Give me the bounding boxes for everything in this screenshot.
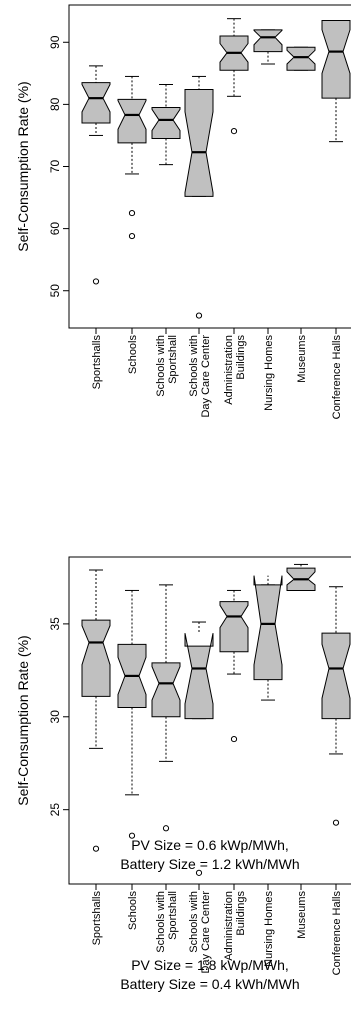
x-tick-label: Day Care Center: [200, 891, 212, 974]
outlier-point: [195, 312, 203, 319]
x-axis: Sportshalls Schools Schools with Sportshall…: [91, 328, 343, 419]
outlier-point: [332, 819, 340, 826]
x-tick-label: Museums: [296, 335, 308, 383]
chart-panel-1: 50 60 70 80 90 Self-Consumption Rate (%) Sport…: [15, 4, 351, 872]
box-body: [184, 633, 214, 720]
box-body: [151, 106, 181, 140]
outlier-point: [92, 278, 100, 285]
y-tick-label: 70: [48, 160, 62, 174]
x-tick-label: Buildings: [235, 891, 247, 936]
box-body: [184, 88, 214, 197]
x-tick-label: Nursing Homes: [263, 335, 275, 411]
x-tick-label: Schools: [127, 891, 139, 931]
x-axis: Sportshalls Schools Schools with Sportshall…: [91, 884, 343, 975]
x-tick-label: Sportshall: [167, 335, 179, 384]
y-axis-label: Self-Consumption Rate (%): [15, 635, 31, 805]
y-tick-label: 25: [48, 803, 62, 817]
x-tick-label: Sportshalls: [91, 891, 103, 946]
x-tick-label: Museums: [296, 891, 308, 939]
x-tick-label: Conference Halls: [331, 891, 343, 976]
outlier-point: [128, 832, 136, 839]
x-tick-label: Administration: [223, 891, 235, 961]
box-body: [81, 82, 111, 124]
box-8: [321, 20, 351, 143]
x-tick-label: Administration: [223, 335, 235, 405]
y-tick-label: 50: [48, 284, 62, 298]
box-3: [151, 584, 181, 832]
y-tick-label: 35: [48, 617, 62, 631]
box-body: [286, 46, 316, 71]
x-tick-label: Sportshalls: [91, 335, 103, 390]
x-tick-label: Schools with: [155, 335, 167, 397]
box-3: [151, 84, 181, 166]
x-tick-label: Buildings: [235, 335, 247, 380]
x-tick-label: Schools: [127, 335, 139, 375]
chart-panel-2: 25 30 35 Self-Consumption Rate (%) Sportshal…: [15, 556, 351, 992]
x-tick-label: Conference Halls: [331, 335, 343, 420]
y-tick-label: 80: [48, 97, 62, 111]
y-tick-label: 30: [48, 710, 62, 724]
box-body: [81, 619, 111, 697]
box-body: [219, 601, 249, 653]
box-5: [219, 18, 249, 135]
x-tick-label: Schools with: [188, 891, 200, 953]
box-2: [117, 75, 147, 240]
x-tick-label: Schools with: [155, 891, 167, 953]
chart-caption-line: PV Size = 1.8 kWp/MWh,: [131, 957, 289, 973]
chart-caption-line: Battery Size = 0.4 kWh/MWh: [120, 976, 299, 992]
x-tick-label: Nursing Homes: [263, 891, 275, 967]
y-axis-label: Self-Consumption Rate (%): [15, 81, 31, 251]
y-tick-label: 90: [48, 35, 62, 49]
plot-frame: [68, 556, 351, 885]
box-1: [81, 65, 111, 285]
outlier-point: [92, 845, 100, 852]
x-tick-label: Day Care Center: [200, 335, 212, 418]
outlier-point: [128, 232, 136, 240]
y-tick-label: 60: [48, 222, 62, 236]
outlier-point: [128, 209, 136, 217]
box-4: [184, 621, 214, 876]
outlier-point: [230, 735, 238, 743]
box-8: [321, 586, 351, 826]
x-tick-label: Schools with: [188, 335, 200, 397]
box-body: [253, 29, 283, 53]
box-body: [253, 575, 283, 681]
chart-caption-line: PV Size = 0.6 kWp/MWh,: [131, 837, 289, 853]
outlier-point: [195, 869, 203, 876]
box-7: [286, 563, 316, 591]
box-4: [184, 75, 214, 319]
outlier-point: [230, 127, 238, 135]
x-tick-label: Sportshall: [167, 891, 179, 940]
y-axis: 25 30 35: [48, 617, 69, 816]
box-1: [81, 569, 111, 852]
box-7: [286, 46, 316, 71]
y-axis: 50 60 70 80 90: [48, 35, 69, 297]
box-6: [253, 575, 283, 701]
box-body: [321, 20, 351, 99]
box-6: [253, 29, 283, 65]
box-2: [117, 589, 147, 839]
box-body: [117, 98, 147, 144]
outlier-point: [162, 825, 170, 832]
box-body: [321, 632, 351, 720]
box-body: [151, 662, 181, 718]
chart-caption-line: Battery Size = 1.2 kWh/MWh: [120, 856, 299, 872]
box-5: [219, 589, 249, 743]
